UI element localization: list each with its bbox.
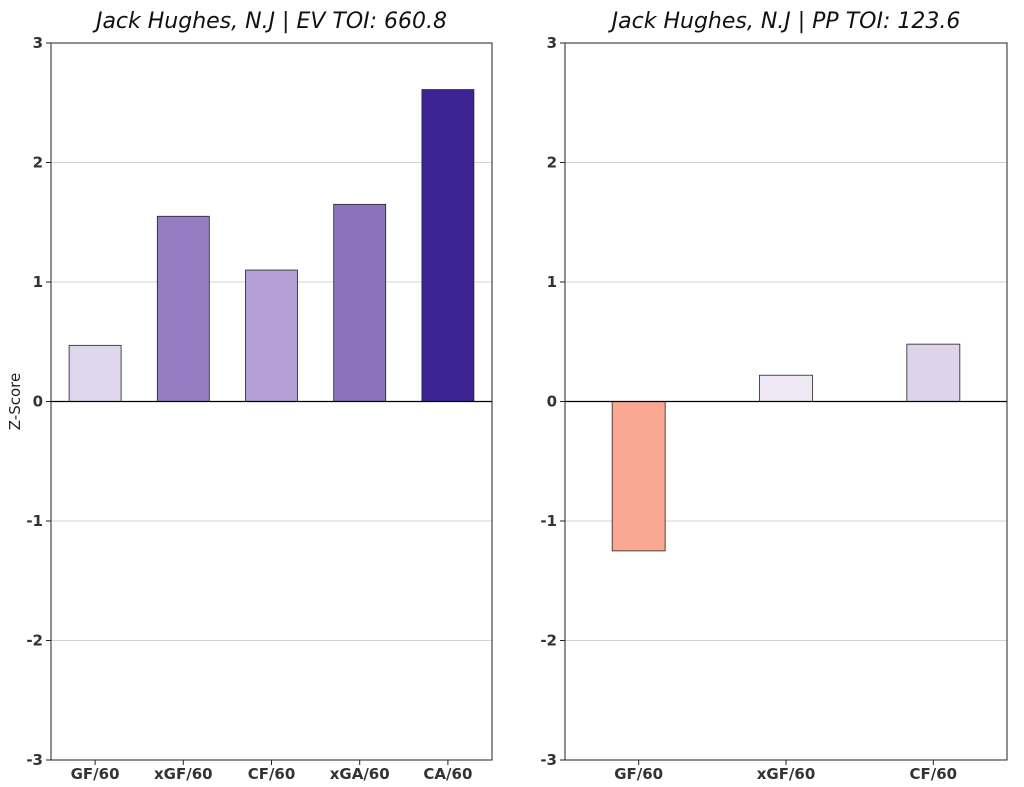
bar-cf-60 (906, 343, 961, 402)
pp-chart-panel: -3 -2 -1 0 1 2 3 GF/60 xGF/60 CF/60 Jack Hughes, N… (540, 9, 1008, 783)
bar-ca-60 (421, 89, 475, 402)
y-tick-label: -3 (540, 751, 557, 769)
y-tick-label: -1 (26, 512, 43, 530)
ev-chart-panel: -3 -2 -1 0 1 2 3 GF/60 xGF/60 CF/60 xGA/60 CA/60 Jac… (6, 9, 493, 783)
x-tick-label: CF/60 (910, 765, 958, 783)
bar-cf-60 (245, 269, 298, 402)
bar-gf-60 (611, 401, 666, 552)
chart-title: Jack Hughes, N.J | PP TOI: 123.6 (608, 9, 961, 34)
y-tick-label: 2 (547, 154, 557, 172)
y-tick-label: 1 (33, 273, 43, 291)
y-tick-label: 3 (547, 34, 557, 52)
x-tick-label: xGA/60 (330, 765, 390, 783)
x-tick-label: GF/60 (614, 765, 663, 783)
bar-xga-60 (333, 203, 387, 402)
x-tick-label: GF/60 (71, 765, 120, 783)
y-tick-label: 0 (547, 393, 557, 411)
x-tick-label: CF/60 (248, 765, 296, 783)
bar-xgf-60 (759, 374, 813, 402)
x-tick-label: xGF/60 (757, 765, 816, 783)
y-tick-label: -3 (26, 751, 43, 769)
x-tick-label: CA/60 (423, 765, 472, 783)
y-tick-label: 1 (547, 273, 557, 291)
y-tick-label: -2 (26, 632, 43, 650)
y-axis-label: Z-Score (6, 373, 24, 430)
x-tick-label: xGF/60 (154, 765, 213, 783)
bar-gf-60 (68, 344, 122, 402)
y-tick-label: 3 (33, 34, 43, 52)
y-tick-label: -1 (540, 512, 557, 530)
chart-title: Jack Hughes, N.J | EV TOI: 660.8 (92, 9, 447, 34)
y-tick-label: 0 (33, 393, 43, 411)
y-tick-label: 2 (33, 154, 43, 172)
bar-xgf-60 (156, 215, 210, 402)
y-tick-label: -2 (540, 632, 557, 650)
